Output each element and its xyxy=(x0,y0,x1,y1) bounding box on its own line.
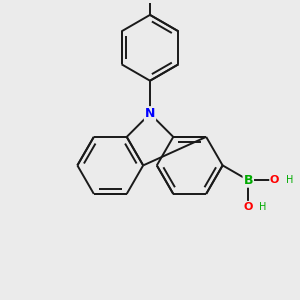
Text: O: O xyxy=(244,202,253,212)
Text: H: H xyxy=(259,202,267,212)
Text: N: N xyxy=(145,107,155,120)
Text: B: B xyxy=(244,174,253,187)
Text: O: O xyxy=(270,175,279,185)
Text: H: H xyxy=(286,175,293,185)
